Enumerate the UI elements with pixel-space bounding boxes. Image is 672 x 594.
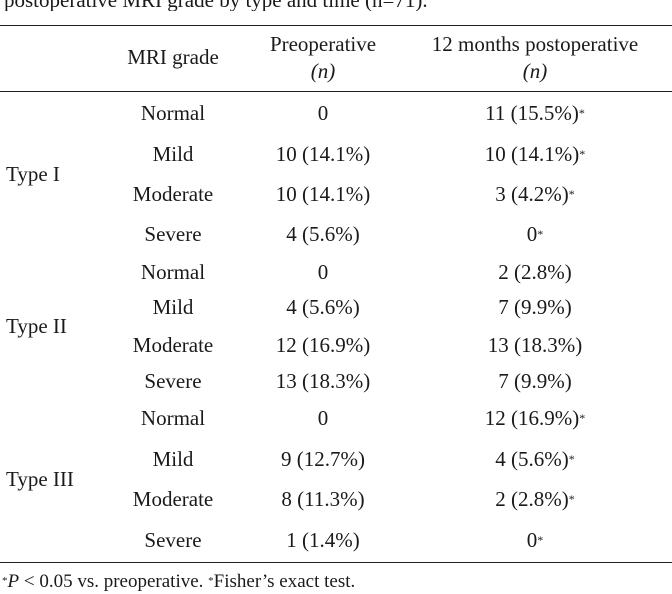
mri-grade-cell: Mild — [152, 295, 194, 319]
postoperative-value: 12 (16.9%) — [484, 406, 580, 430]
mri-grade-cell: Severe — [144, 222, 202, 246]
header-postoperative-label: 12 months postoperative — [431, 32, 639, 56]
mri-grade-cell: Moderate — [132, 333, 214, 357]
header-preoperative-unit: (n) — [310, 59, 336, 83]
significance-mark: * — [579, 147, 586, 161]
postoperative-value: 2 (2.8%) — [498, 260, 572, 284]
postoperative-value: 3 (4.2%) — [495, 182, 569, 206]
postoperative-value: 13 (18.3%) — [487, 333, 583, 357]
preoperative-cell: 9 (12.7%) — [281, 447, 365, 471]
postoperative-value: 4 (5.6%) — [495, 447, 569, 471]
header-mri-grade: MRI grade — [127, 45, 219, 69]
postoperative-cell: 11 (15.5%)* — [400, 100, 670, 126]
significance-mark: * — [579, 411, 586, 425]
preoperative-cell: 0 — [317, 406, 329, 430]
significance-mark: * — [568, 492, 575, 506]
postoperative-value: 11 (15.5%) — [485, 101, 579, 125]
postoperative-cell: 4 (5.6%)* — [400, 446, 670, 472]
footnote-mark-test: * — [208, 575, 214, 587]
footnote-text-significance: < 0.05 vs. preoperative. — [19, 571, 209, 592]
significance-mark: * — [537, 227, 544, 241]
postoperative-value: 10 (14.1%) — [484, 142, 580, 166]
postoperative-cell: 2 (2.8%) — [400, 259, 670, 285]
footnote-mark-significance: * — [2, 575, 8, 587]
postoperative-value: 2 (2.8%) — [495, 487, 569, 511]
type-label: Type I — [6, 162, 60, 186]
preoperative-cell: 12 (16.9%) — [275, 333, 371, 357]
table-footnote: *P < 0.05 vs. preoperative. *Fisher’s ex… — [2, 570, 355, 594]
mri-grade-cell: Moderate — [132, 182, 214, 206]
header-preoperative-label: Preoperative — [269, 32, 377, 56]
preoperative-cell: 10 (14.1%) — [275, 182, 371, 206]
postoperative-cell: 2 (2.8%)* — [400, 486, 670, 512]
preoperative-cell: 0 — [317, 260, 329, 284]
header-preoperative: Preoperative (n) — [248, 31, 398, 85]
preoperative-cell: 4 (5.6%) — [286, 222, 360, 246]
mri-grade-cell: Normal — [140, 260, 206, 284]
mri-grade-cell: Moderate — [132, 487, 214, 511]
postoperative-cell: 0* — [400, 527, 670, 553]
mri-grade-cell: Normal — [140, 101, 206, 125]
mri-grade-cell: Severe — [144, 369, 202, 393]
significance-mark: * — [537, 533, 544, 547]
significance-mark: * — [578, 106, 585, 120]
postoperative-cell: 13 (18.3%) — [400, 332, 670, 358]
type-label: Type II — [6, 314, 67, 338]
preoperative-cell: 13 (18.3%) — [275, 369, 371, 393]
postoperative-value: 7 (9.9%) — [498, 369, 572, 393]
footnote-text-test: Fisher’s exact test. — [213, 571, 356, 592]
bottom-rule — [0, 562, 672, 563]
postoperative-cell: 3 (4.2%)* — [400, 181, 670, 207]
mri-grade-cell: Normal — [140, 406, 206, 430]
mri-grade-cell: Mild — [152, 142, 194, 166]
top-rule — [0, 25, 672, 26]
header-postoperative: 12 months postoperative (n) — [400, 31, 670, 85]
header-postoperative-unit: (n) — [522, 59, 548, 83]
header-rule — [0, 91, 672, 92]
postoperative-cell: 12 (16.9%)* — [400, 405, 670, 431]
mri-grade-cell: Mild — [152, 447, 194, 471]
mri-grade-cell: Severe — [144, 528, 202, 552]
postoperative-value: 7 (9.9%) — [498, 295, 572, 319]
significance-mark: * — [568, 187, 575, 201]
preoperative-cell: 1 (1.4%) — [286, 528, 360, 552]
preoperative-cell: 0 — [317, 101, 329, 125]
significance-mark: * — [568, 452, 575, 466]
postoperative-cell: 7 (9.9%) — [400, 294, 670, 320]
preoperative-cell: 8 (11.3%) — [281, 487, 365, 511]
footnote-p: P — [7, 571, 20, 592]
preoperative-cell: 10 (14.1%) — [275, 142, 371, 166]
postoperative-value: 0 — [526, 528, 538, 552]
preoperative-cell: 4 (5.6%) — [286, 295, 360, 319]
postoperative-cell: 7 (9.9%) — [400, 368, 670, 394]
postoperative-cell: 0* — [400, 221, 670, 247]
type-label: Type III — [6, 467, 74, 491]
postoperative-value: 0 — [526, 222, 538, 246]
postoperative-cell: 10 (14.1%)* — [400, 141, 670, 167]
table-caption: postoperative MRI grade by type and time… — [0, 0, 672, 11]
